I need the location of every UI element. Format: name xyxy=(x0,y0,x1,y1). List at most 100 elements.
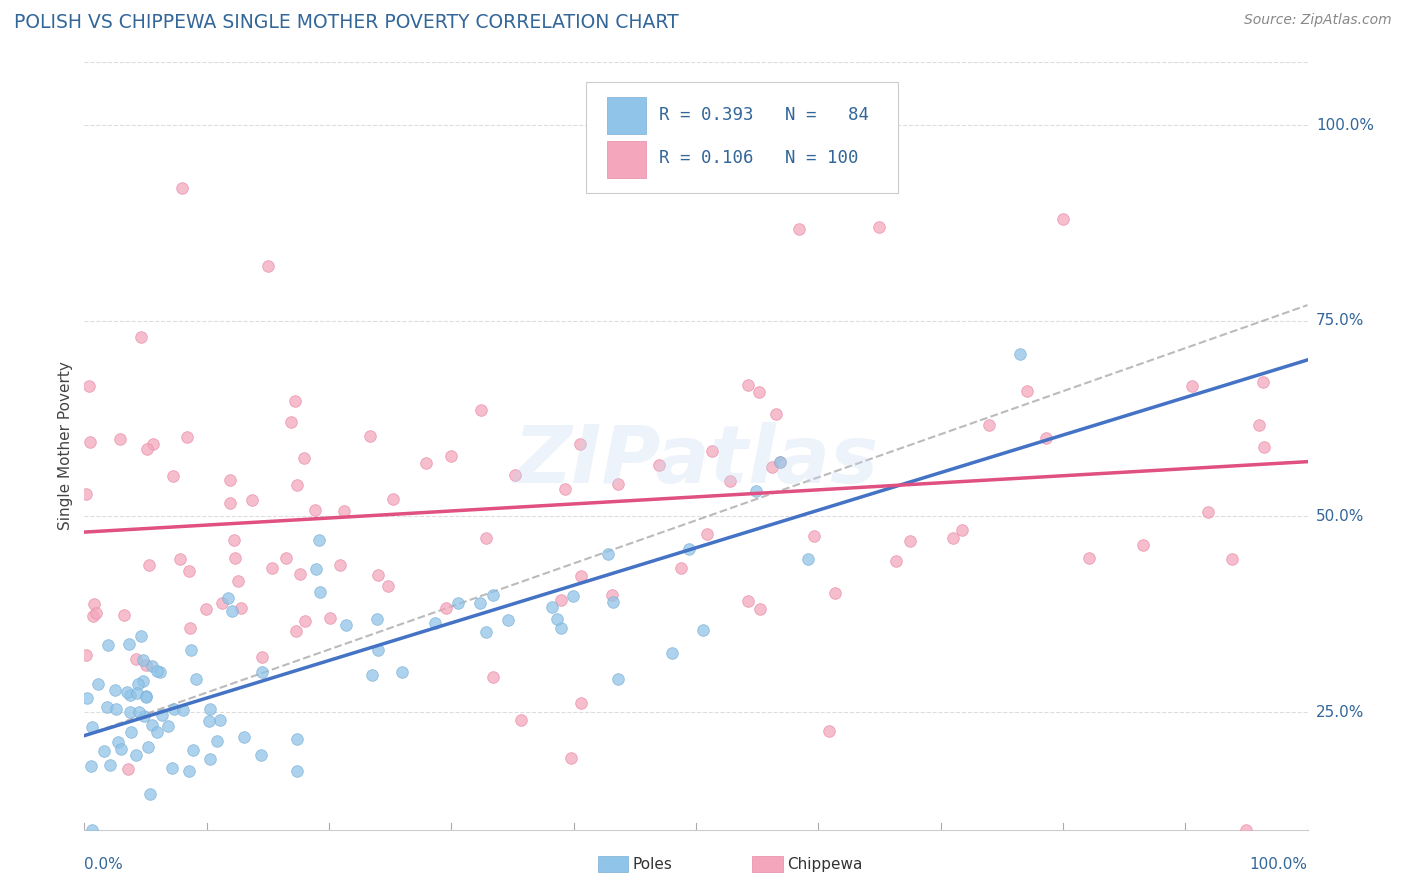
Point xyxy=(308,533,330,547)
Text: 50.0%: 50.0% xyxy=(1316,509,1364,524)
Point xyxy=(700,444,723,458)
Point xyxy=(475,531,498,545)
Point xyxy=(749,601,772,615)
Point xyxy=(440,449,463,463)
Point xyxy=(162,469,184,483)
Point xyxy=(546,612,568,626)
Point xyxy=(737,378,759,392)
Point xyxy=(141,658,163,673)
Point xyxy=(118,637,141,651)
Point xyxy=(134,709,156,723)
Text: ZIPatlas: ZIPatlas xyxy=(513,422,879,500)
Point xyxy=(1181,378,1204,392)
Text: R = 0.393   N =   84: R = 0.393 N = 84 xyxy=(659,105,869,124)
Point xyxy=(761,460,783,475)
Point xyxy=(181,743,204,757)
Text: Source: ZipAtlas.com: Source: ZipAtlas.com xyxy=(1244,13,1392,28)
Point xyxy=(335,618,357,632)
Point xyxy=(198,751,221,765)
Point xyxy=(1197,504,1219,518)
Point xyxy=(1015,384,1038,399)
Point xyxy=(285,764,308,778)
Point xyxy=(138,558,160,573)
Point xyxy=(510,713,533,727)
Point xyxy=(172,180,194,194)
Point xyxy=(470,403,492,417)
Point xyxy=(468,596,491,610)
Point xyxy=(1236,822,1258,837)
Point xyxy=(1253,440,1275,454)
Point xyxy=(550,621,572,635)
Point xyxy=(1247,417,1270,432)
Point xyxy=(118,688,141,702)
Point xyxy=(748,385,770,400)
FancyBboxPatch shape xyxy=(606,141,645,178)
Point xyxy=(377,579,399,593)
Point xyxy=(1035,431,1057,445)
Point xyxy=(96,700,118,714)
Point xyxy=(139,788,162,802)
Point xyxy=(769,454,792,468)
Point xyxy=(1008,347,1031,361)
Point xyxy=(84,606,107,620)
Point xyxy=(110,432,132,446)
Point xyxy=(163,702,186,716)
Point xyxy=(221,604,243,618)
Point xyxy=(169,551,191,566)
Point xyxy=(104,702,127,716)
Point xyxy=(292,450,315,465)
Point xyxy=(285,478,308,492)
Point xyxy=(319,611,342,625)
Point xyxy=(696,526,718,541)
Point xyxy=(1220,551,1243,566)
Point xyxy=(146,664,169,678)
Point xyxy=(737,594,759,608)
Point xyxy=(596,547,619,561)
Point xyxy=(765,407,787,421)
Text: Poles: Poles xyxy=(633,857,672,871)
Point xyxy=(80,822,103,837)
Point xyxy=(198,701,221,715)
Point xyxy=(304,503,326,517)
Point xyxy=(128,705,150,719)
Point xyxy=(606,672,628,686)
Point xyxy=(129,629,152,643)
Point xyxy=(176,429,198,443)
Point xyxy=(797,551,820,566)
Point xyxy=(194,602,217,616)
Point xyxy=(184,672,207,686)
Point xyxy=(112,607,135,622)
Point xyxy=(561,589,583,603)
Point xyxy=(75,648,97,662)
Point xyxy=(290,566,312,581)
Point xyxy=(284,393,307,408)
Point xyxy=(82,608,104,623)
Point xyxy=(115,684,138,698)
Point xyxy=(361,668,384,682)
Point xyxy=(769,455,792,469)
Point xyxy=(475,625,498,640)
Point xyxy=(898,534,921,549)
Point xyxy=(415,456,437,470)
Point xyxy=(217,591,239,605)
Point xyxy=(142,437,165,451)
Point xyxy=(125,652,148,666)
Point xyxy=(540,600,562,615)
Point xyxy=(554,482,576,496)
FancyBboxPatch shape xyxy=(586,81,898,193)
Point xyxy=(117,762,139,776)
Point xyxy=(1132,538,1154,552)
Point xyxy=(104,683,127,698)
Point xyxy=(606,477,628,491)
Point xyxy=(262,561,284,575)
Point xyxy=(146,725,169,739)
Text: 25.0%: 25.0% xyxy=(1316,705,1364,720)
Point xyxy=(366,612,388,626)
Point xyxy=(447,596,470,610)
Point xyxy=(678,541,700,556)
Point xyxy=(177,565,200,579)
Point xyxy=(87,676,110,690)
Point xyxy=(1078,550,1101,565)
Point xyxy=(76,690,98,705)
Point xyxy=(179,621,201,635)
